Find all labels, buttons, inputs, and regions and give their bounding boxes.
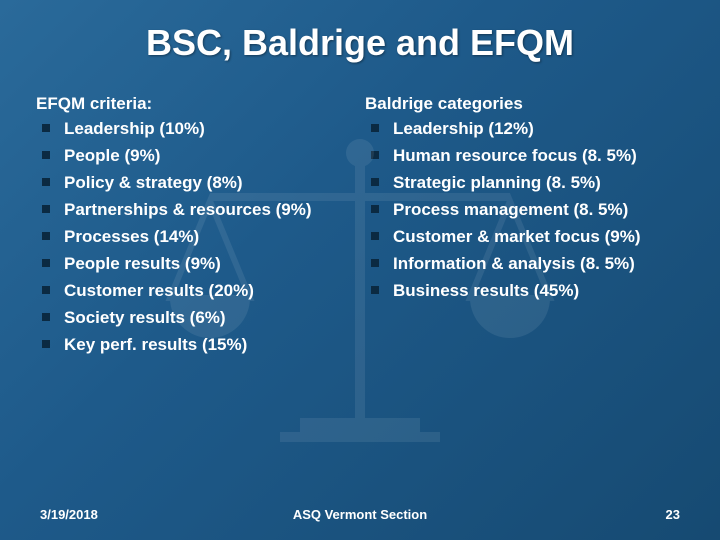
list-item-text: Business results (45%) xyxy=(393,280,579,303)
list-item: Leadership (12%) xyxy=(365,118,684,141)
list-item-text: Human resource focus (8. 5%) xyxy=(393,145,637,168)
square-bullet-icon xyxy=(42,313,50,321)
list-item: Customer & market focus (9%) xyxy=(365,226,684,249)
list-item: Processes (14%) xyxy=(36,226,355,249)
square-bullet-icon xyxy=(371,124,379,132)
list-item: Information & analysis (8. 5%) xyxy=(365,253,684,276)
content-columns: EFQM criteria: Leadership (10%) People (9… xyxy=(0,94,720,360)
right-column-header: Baldrige categories xyxy=(365,94,684,114)
list-item: Leadership (10%) xyxy=(36,118,355,141)
list-item-text: Policy & strategy (8%) xyxy=(64,172,243,195)
list-item-text: Leadership (12%) xyxy=(393,118,534,141)
footer-section: ASQ Vermont Section xyxy=(293,507,427,522)
square-bullet-icon xyxy=(42,205,50,213)
footer: 3/19/2018 ASQ Vermont Section 23 xyxy=(0,507,720,522)
square-bullet-icon xyxy=(371,259,379,267)
right-column: Baldrige categories Leadership (12%) Huma… xyxy=(365,94,684,360)
list-item: Process management (8. 5%) xyxy=(365,199,684,222)
slide-title: BSC, Baldrige and EFQM xyxy=(0,0,720,94)
square-bullet-icon xyxy=(371,205,379,213)
list-item-text: People results (9%) xyxy=(64,253,221,276)
list-item-text: Customer results (20%) xyxy=(64,280,254,303)
left-column: EFQM criteria: Leadership (10%) People (9… xyxy=(36,94,355,360)
right-list: Leadership (12%) Human resource focus (8.… xyxy=(365,118,684,303)
list-item-text: Key perf. results (15%) xyxy=(64,334,247,357)
square-bullet-icon xyxy=(42,259,50,267)
square-bullet-icon xyxy=(42,340,50,348)
list-item: Policy & strategy (8%) xyxy=(36,172,355,195)
list-item: Business results (45%) xyxy=(365,280,684,303)
list-item: Human resource focus (8. 5%) xyxy=(365,145,684,168)
square-bullet-icon xyxy=(42,151,50,159)
list-item: Strategic planning (8. 5%) xyxy=(365,172,684,195)
square-bullet-icon xyxy=(42,232,50,240)
list-item-text: Process management (8. 5%) xyxy=(393,199,628,222)
list-item: People results (9%) xyxy=(36,253,355,276)
list-item-text: People (9%) xyxy=(64,145,160,168)
square-bullet-icon xyxy=(42,178,50,186)
square-bullet-icon xyxy=(371,178,379,186)
square-bullet-icon xyxy=(371,286,379,294)
list-item-text: Processes (14%) xyxy=(64,226,199,249)
list-item: Society results (6%) xyxy=(36,307,355,330)
list-item: Key perf. results (15%) xyxy=(36,334,355,357)
list-item: Customer results (20%) xyxy=(36,280,355,303)
list-item-text: Information & analysis (8. 5%) xyxy=(393,253,635,276)
list-item-text: Customer & market focus (9%) xyxy=(393,226,641,249)
square-bullet-icon xyxy=(371,151,379,159)
list-item-text: Society results (6%) xyxy=(64,307,226,330)
list-item-text: Strategic planning (8. 5%) xyxy=(393,172,601,195)
list-item-text: Leadership (10%) xyxy=(64,118,205,141)
square-bullet-icon xyxy=(42,124,50,132)
list-item: Partnerships & resources (9%) xyxy=(36,199,355,222)
footer-page: 23 xyxy=(666,507,680,522)
list-item-text: Partnerships & resources (9%) xyxy=(64,199,312,222)
square-bullet-icon xyxy=(371,232,379,240)
list-item: People (9%) xyxy=(36,145,355,168)
left-list: Leadership (10%) People (9%) Policy & stra… xyxy=(36,118,355,356)
left-column-header: EFQM criteria: xyxy=(36,94,355,114)
square-bullet-icon xyxy=(42,286,50,294)
footer-date: 3/19/2018 xyxy=(40,507,98,522)
